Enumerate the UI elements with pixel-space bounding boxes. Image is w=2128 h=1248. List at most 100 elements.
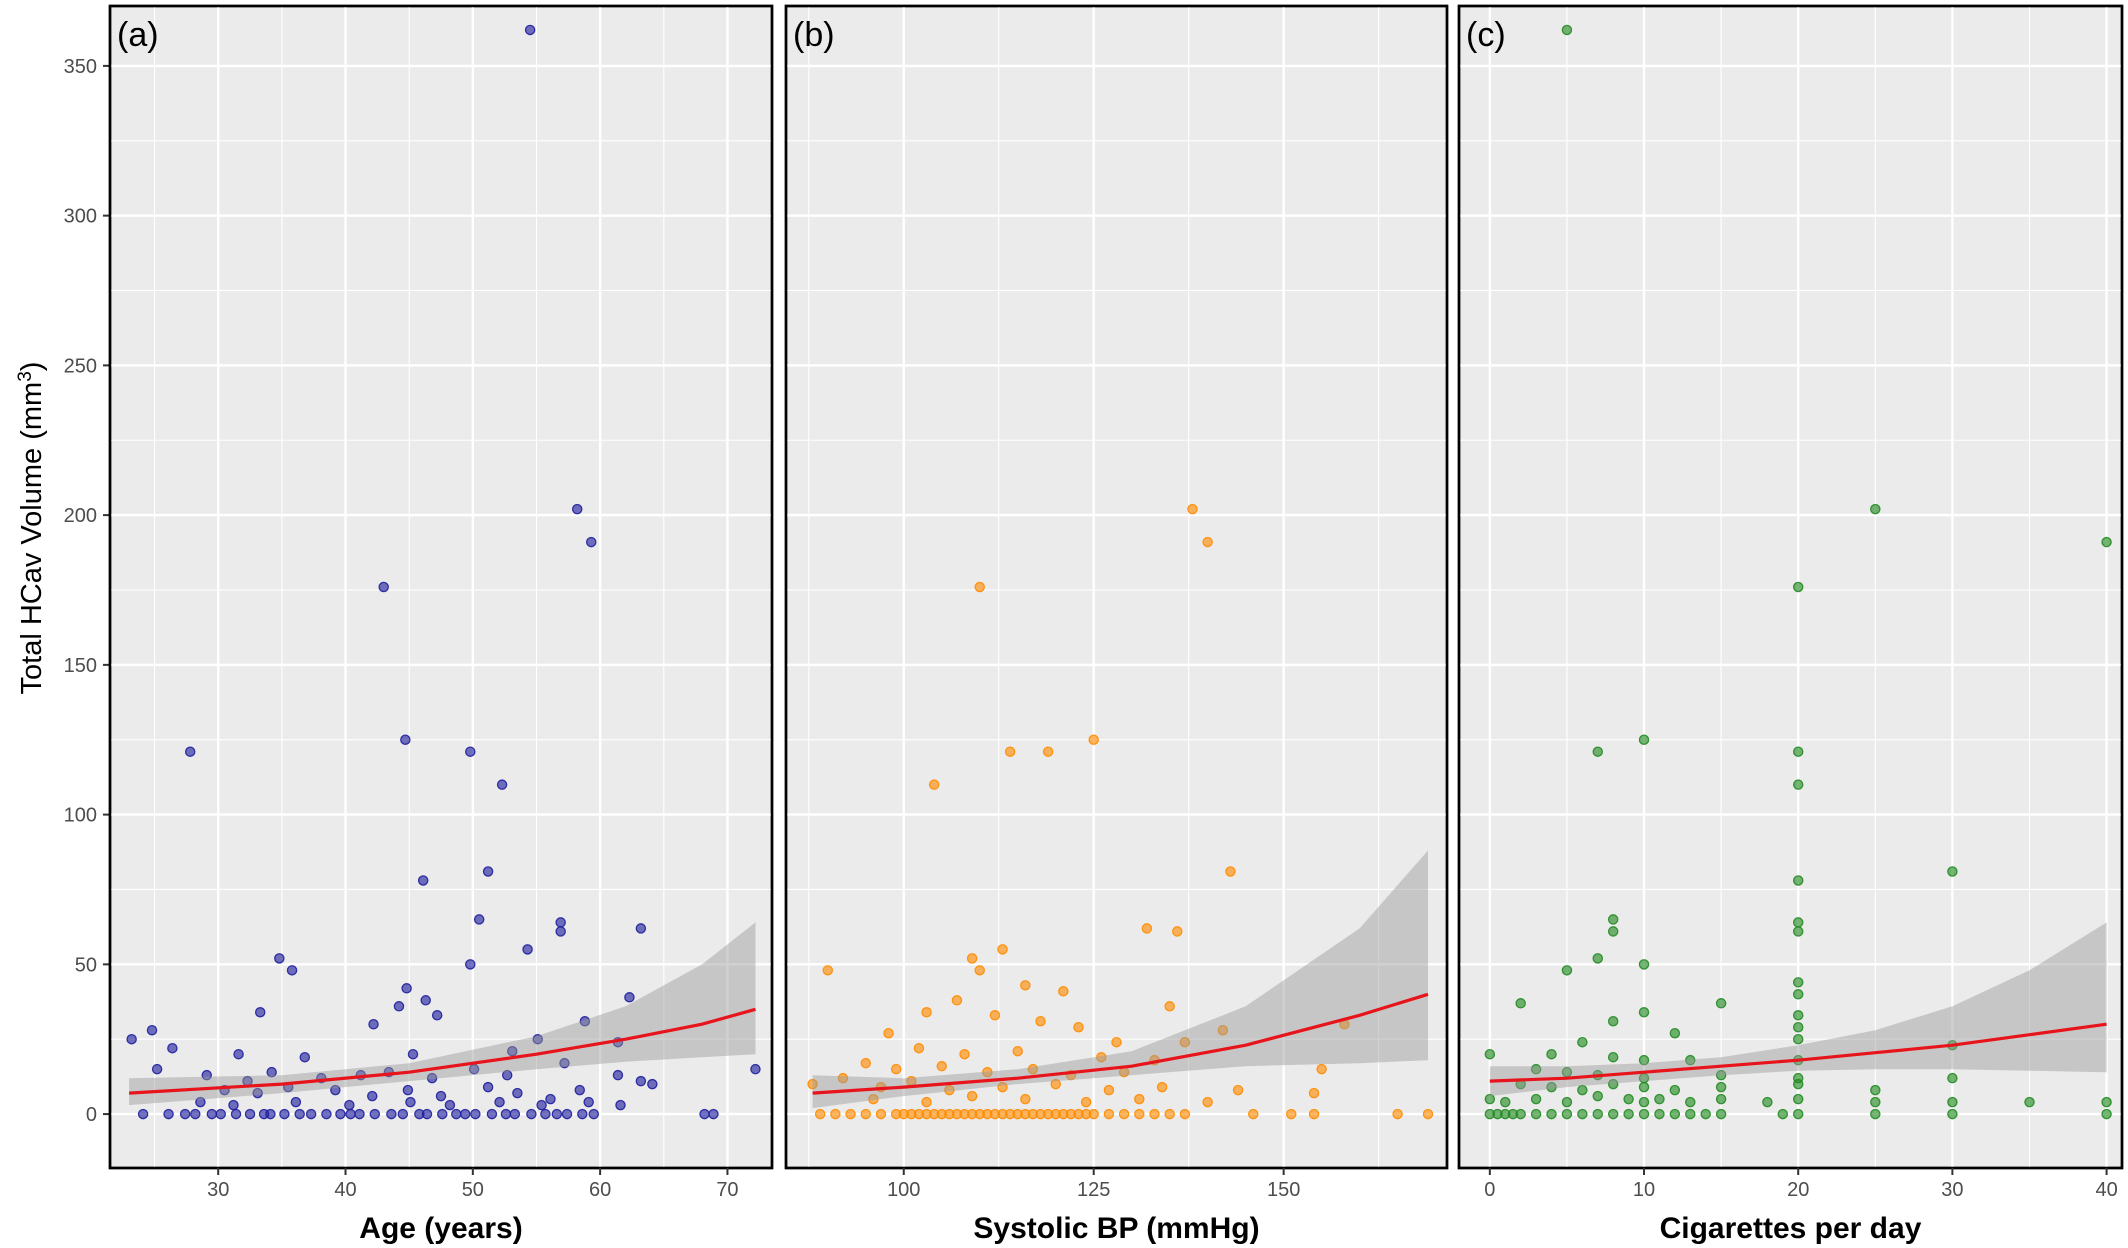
data-point — [1654, 1093, 1665, 1105]
data-point — [1515, 998, 1526, 1009]
data-point — [1669, 1027, 1681, 1039]
data-point — [265, 1108, 276, 1120]
plot-area — [110, 6, 772, 1168]
plot-area — [1459, 6, 2122, 1168]
data-point — [750, 1063, 761, 1075]
x-tick-label: 0 — [1484, 1179, 1495, 1201]
panel-tag: (a) — [117, 16, 159, 54]
x-tick-label: 100 — [887, 1179, 920, 1201]
data-point — [1792, 875, 1804, 886]
data-point — [928, 779, 940, 790]
y-axis-title-main: Total HCav Volume (mm — [16, 382, 48, 695]
data-point — [860, 1108, 872, 1120]
data-point — [1561, 1108, 1573, 1120]
data-point — [936, 1060, 948, 1072]
data-point — [354, 1108, 365, 1120]
panel-border — [784, 4, 1449, 1170]
panel-c: (c) 0 10 20 30 40 Cigarettes per day — [1457, 4, 2124, 1245]
data-point — [555, 926, 566, 937]
data-point — [386, 1108, 397, 1120]
data-point — [1762, 1096, 1773, 1108]
data-point — [830, 1108, 841, 1120]
data-point — [1607, 1016, 1619, 1027]
data-point — [860, 1057, 872, 1069]
data-point — [266, 1066, 277, 1078]
data-point — [321, 1108, 332, 1120]
data-point — [1020, 1093, 1031, 1105]
data-point — [1792, 917, 1804, 928]
data-points — [126, 24, 761, 1120]
plot-background — [784, 4, 1449, 1170]
data-point — [1700, 1108, 1711, 1120]
data-point — [137, 1108, 149, 1120]
data-point — [624, 992, 635, 1003]
data-point — [1715, 1081, 1727, 1093]
data-point — [1561, 1096, 1573, 1108]
data-point — [1623, 1108, 1634, 1120]
data-point — [579, 1016, 591, 1027]
data-point — [1050, 1078, 1061, 1090]
data-point — [1715, 998, 1727, 1009]
data-point — [1422, 1108, 1434, 1120]
y-tick-label: 0 — [86, 1104, 97, 1126]
data-point — [1248, 1108, 1259, 1120]
data-point — [532, 1033, 544, 1045]
data-point — [814, 1108, 826, 1120]
data-point — [1792, 1033, 1804, 1045]
data-point — [574, 1084, 586, 1096]
data-point — [421, 1108, 433, 1120]
data-points — [807, 503, 1434, 1120]
data-point — [1103, 1084, 1115, 1096]
x-tick-label: 30 — [1941, 1179, 1963, 1201]
data-point — [1530, 1108, 1542, 1120]
data-point — [1607, 1108, 1619, 1120]
y-tick-label: 350 — [64, 56, 97, 78]
data-point — [1638, 1054, 1650, 1066]
data-point — [635, 1075, 647, 1087]
data-point — [501, 1069, 513, 1081]
data-point — [482, 1081, 494, 1093]
data-point — [526, 1108, 537, 1120]
data-point — [1592, 746, 1604, 757]
y-tick-label: 300 — [64, 206, 97, 228]
data-point — [959, 1048, 970, 1060]
data-point — [215, 1108, 227, 1120]
x-tick-label: 125 — [1077, 1179, 1110, 1201]
data-point — [1035, 1016, 1046, 1027]
data-point — [875, 1108, 887, 1120]
data-point — [555, 917, 566, 928]
data-point — [1172, 926, 1183, 937]
x-tick-label: 10 — [1633, 1179, 1655, 1201]
data-point — [1870, 1084, 1881, 1096]
data-point — [551, 1108, 563, 1120]
data-point — [1607, 1051, 1619, 1063]
data-point — [1792, 1021, 1804, 1033]
data-point — [1947, 1072, 1958, 1084]
data-point — [230, 1108, 242, 1120]
data-point — [974, 965, 985, 976]
y-tick-label: 250 — [64, 355, 97, 377]
data-point — [244, 1108, 256, 1120]
data-point — [890, 1063, 902, 1075]
panel-tag: (c) — [1466, 16, 1506, 54]
data-point — [1792, 989, 1804, 1000]
data-point — [1638, 734, 1650, 745]
data-point — [921, 1007, 932, 1018]
data-point — [233, 1048, 244, 1060]
data-point — [868, 1093, 879, 1105]
data-point — [1088, 1108, 1099, 1120]
data-point — [1225, 866, 1236, 877]
data-point — [1027, 1063, 1039, 1075]
data-point — [822, 965, 834, 976]
data-point — [2101, 1096, 2112, 1108]
data-point — [1685, 1054, 1696, 1066]
data-point — [1607, 926, 1619, 937]
fit-line — [129, 1007, 756, 1095]
data-point — [1792, 977, 1804, 988]
data-point — [1164, 1108, 1175, 1120]
data-point — [451, 1108, 462, 1120]
data-point — [1792, 1093, 1804, 1105]
data-point — [473, 914, 485, 925]
data-point — [167, 1042, 178, 1054]
data-point — [997, 1081, 1008, 1093]
